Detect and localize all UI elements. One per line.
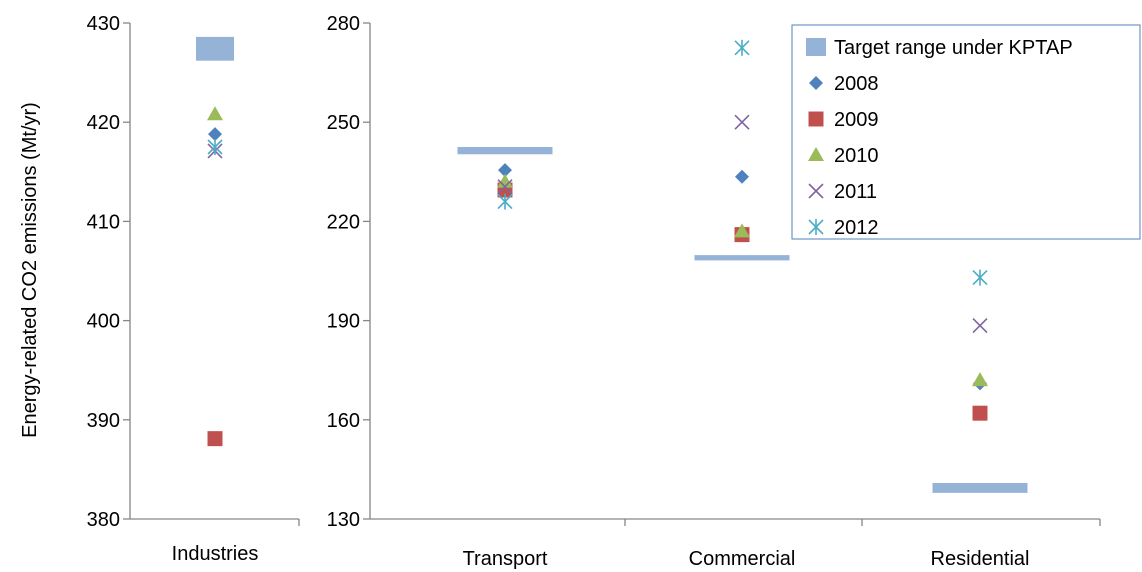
x-category-label: Residential [931, 548, 1030, 570]
point-y2010 [497, 173, 513, 188]
legend-marker-target [806, 38, 826, 56]
legend-label-y2009: 2009 [834, 109, 879, 131]
point-y2011-stroke [734, 114, 750, 130]
legend-label-y2008: 2008 [834, 73, 879, 95]
y-tick-label: 190 [327, 311, 360, 333]
point-y2012 [972, 269, 988, 286]
legend-marker-y2008 [809, 76, 823, 90]
point-y2011 [497, 179, 513, 195]
panel-0-marks: 380 390 400 410 420 430 Industries [87, 13, 300, 565]
y-tick-label: 130 [327, 509, 360, 531]
legend-label-y2012: 2012 [834, 217, 879, 239]
y-tick-label: 390 [87, 410, 120, 432]
legend-marker-y2011-stroke [808, 183, 824, 199]
point-y2011-stroke [972, 317, 988, 334]
y-tick-label: 250 [327, 112, 360, 134]
y-tick-label: 160 [327, 410, 360, 432]
industries-panel [129, 23, 299, 520]
x-category-label: Industries [172, 543, 259, 565]
y-tick-label: 220 [327, 211, 360, 233]
point-y2009 [972, 405, 988, 421]
panel-1-marks: 130 160 190 220 250 280 Transport Commercial Res… [327, 13, 1101, 570]
point-y2010 [972, 372, 988, 387]
y-tick-label: 410 [87, 211, 120, 233]
x-category-label: Transport [463, 548, 548, 570]
legend-label-y2010: 2010 [834, 145, 879, 167]
point-y2009 [207, 431, 223, 447]
legend-marker-y2010 [808, 147, 824, 161]
point-y2011 [734, 114, 750, 130]
point-y2010 [207, 106, 223, 121]
legend-marker-y2012 [808, 219, 824, 235]
point-y2011 [972, 317, 988, 334]
point-y2008 [208, 127, 222, 142]
point-y2012 [207, 139, 223, 155]
x-category-label: Commercial [689, 548, 796, 570]
point-y2008 [498, 163, 512, 178]
target-range-bar [694, 255, 790, 261]
target-range-bar [196, 36, 234, 61]
point-y2010 [734, 223, 750, 238]
point-y2012 [497, 193, 513, 210]
point-y2012 [734, 39, 750, 56]
legend-box [791, 24, 1141, 240]
legend-marker-y2009 [808, 111, 824, 127]
target-range-bar [932, 482, 1028, 493]
legend-label-y2011: 2011 [834, 181, 877, 203]
point-y2008 [735, 169, 749, 184]
point-y2011-stroke [497, 179, 513, 195]
y-axis-title: Energy-related CO2 emissions (Mt/yr) [19, 102, 41, 438]
y-tick-label: 380 [87, 509, 120, 531]
y-tick-label: 280 [327, 13, 360, 35]
chart-marks: 380 390 400 410 420 430 Industries 130 160 190 220… [87, 13, 1101, 570]
y-tick-label: 430 [87, 13, 120, 35]
legend: Target range under KPTAP 2008 2009 2010 2011… [791, 24, 1141, 240]
y-tick-label: 400 [87, 311, 120, 333]
legend-marker-y2011 [808, 183, 824, 199]
legend-label-target: Target range under KPTAP [834, 37, 1073, 59]
target-range-bar [457, 147, 553, 155]
y-tick-label: 420 [87, 112, 120, 134]
sectors-panel [369, 23, 1100, 520]
